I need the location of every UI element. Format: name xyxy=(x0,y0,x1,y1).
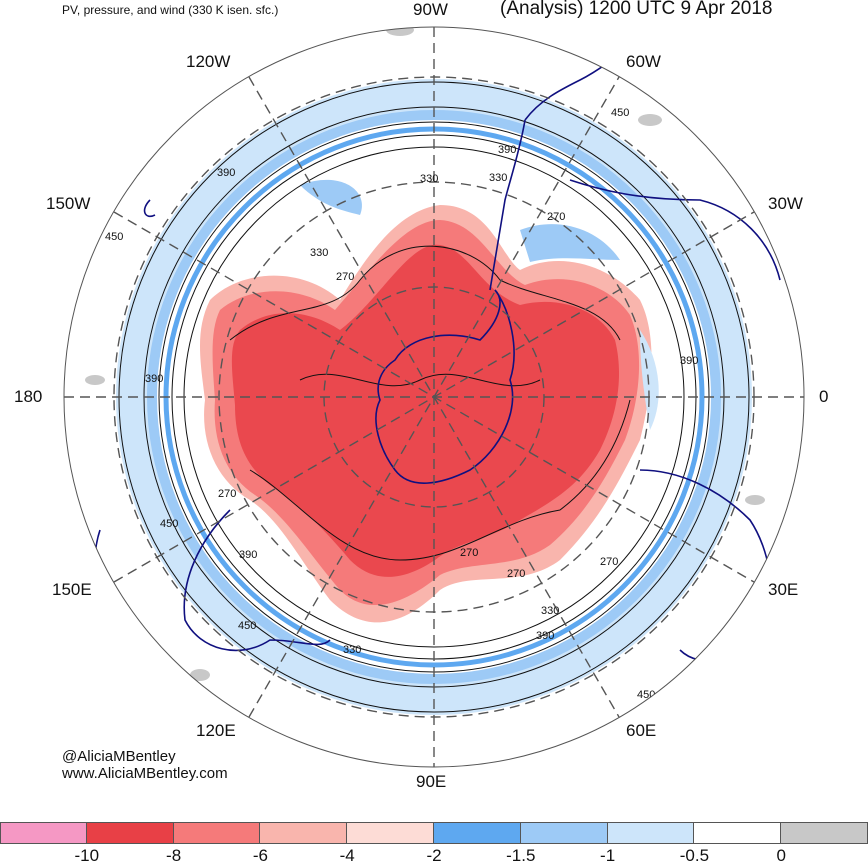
colorbar-tick-label: -8 xyxy=(166,846,182,865)
contour-label: 390 xyxy=(217,167,235,179)
pv-blue-tongue-1 xyxy=(520,224,620,262)
colorbar-tick-label: -4 xyxy=(339,846,355,865)
colorbar-segment xyxy=(0,822,87,844)
colorbar-tick-label: -10 xyxy=(74,846,100,865)
colorbar-segment xyxy=(260,822,348,844)
contour-label: 270 xyxy=(460,547,478,559)
map-title: (Analysis) 1200 UTC 9 Apr 2018 xyxy=(500,0,773,19)
contour-label: 330 xyxy=(343,644,361,656)
pv-blue-tongue-3 xyxy=(640,330,659,430)
contour-label: 330 xyxy=(420,173,438,185)
contour-label: 450 xyxy=(238,620,256,632)
colorbar-segment xyxy=(433,822,521,844)
colorbar xyxy=(0,822,868,844)
contour-label: 390 xyxy=(536,630,554,642)
lon-label-30w: 30W xyxy=(768,194,803,213)
contour-label: 270 xyxy=(336,271,354,283)
lon-label-120w: 120W xyxy=(186,52,231,71)
lon-label-150w: 150W xyxy=(46,194,91,213)
lon-label-60e: 60E xyxy=(626,721,657,740)
contour-label: 390 xyxy=(239,549,257,561)
credit-handle: @AliciaMBentley xyxy=(62,748,176,765)
lon-label-90e: 90E xyxy=(416,772,447,791)
colorbar-tick-label: -1 xyxy=(600,846,616,865)
contour-label: 390 xyxy=(680,355,698,367)
colorbar-segment xyxy=(520,822,608,844)
contour-label: 450 xyxy=(105,231,123,243)
colorbar-tick-label: -6 xyxy=(252,846,268,865)
contour-label: 270 xyxy=(218,488,236,500)
credit-website: www.AliciaMBentley.com xyxy=(62,765,228,782)
contour-label: 270 xyxy=(507,568,525,580)
graticule xyxy=(64,27,804,767)
contour-label: 390 xyxy=(145,373,163,385)
colorbar-segment xyxy=(86,822,174,844)
colorbar-segment xyxy=(607,822,695,844)
lon-label-120e: 120E xyxy=(196,721,236,740)
contour-label: 330 xyxy=(310,247,328,259)
colorbar-tick-label: -0.5 xyxy=(679,846,710,865)
map-boundary xyxy=(63,26,805,768)
contour-label: 330 xyxy=(541,605,559,617)
colorbar-tick-label: -2 xyxy=(426,846,442,865)
lon-label-0: 0 xyxy=(819,387,829,406)
map-subtitle: PV, pressure, and wind (330 K isen. sfc.… xyxy=(62,3,279,17)
colorbar-segment xyxy=(173,822,261,844)
map-disk: 390 450 390 330 270 330 450 270 390 390 … xyxy=(64,27,804,767)
lon-label-150e: 150E xyxy=(52,580,92,599)
colorbar-segment xyxy=(694,822,782,844)
contour-label: 390 xyxy=(498,144,516,156)
lon-label-30e: 30E xyxy=(768,580,799,599)
lon-label-180: 180 xyxy=(14,387,43,406)
contour-label: 270 xyxy=(547,211,565,223)
contour-label: 270 xyxy=(600,556,618,568)
colorbar-tick-label: -1.5 xyxy=(506,846,536,865)
colorbar-outline xyxy=(0,822,868,844)
pv-blue-tongue-2 xyxy=(300,179,362,215)
colorbar-segment xyxy=(347,822,434,844)
contour-label: 450 xyxy=(160,518,178,530)
terrain-patches xyxy=(85,27,765,681)
lon-label-90w: 90W xyxy=(413,0,448,19)
contour-labels: 390 450 390 330 270 330 450 270 390 390 … xyxy=(105,107,698,701)
colorbar-tick-label: 0 xyxy=(776,846,786,865)
lon-label-60w: 60W xyxy=(626,52,661,71)
contour-label: 450 xyxy=(611,107,629,119)
contour-label: 330 xyxy=(489,172,507,184)
